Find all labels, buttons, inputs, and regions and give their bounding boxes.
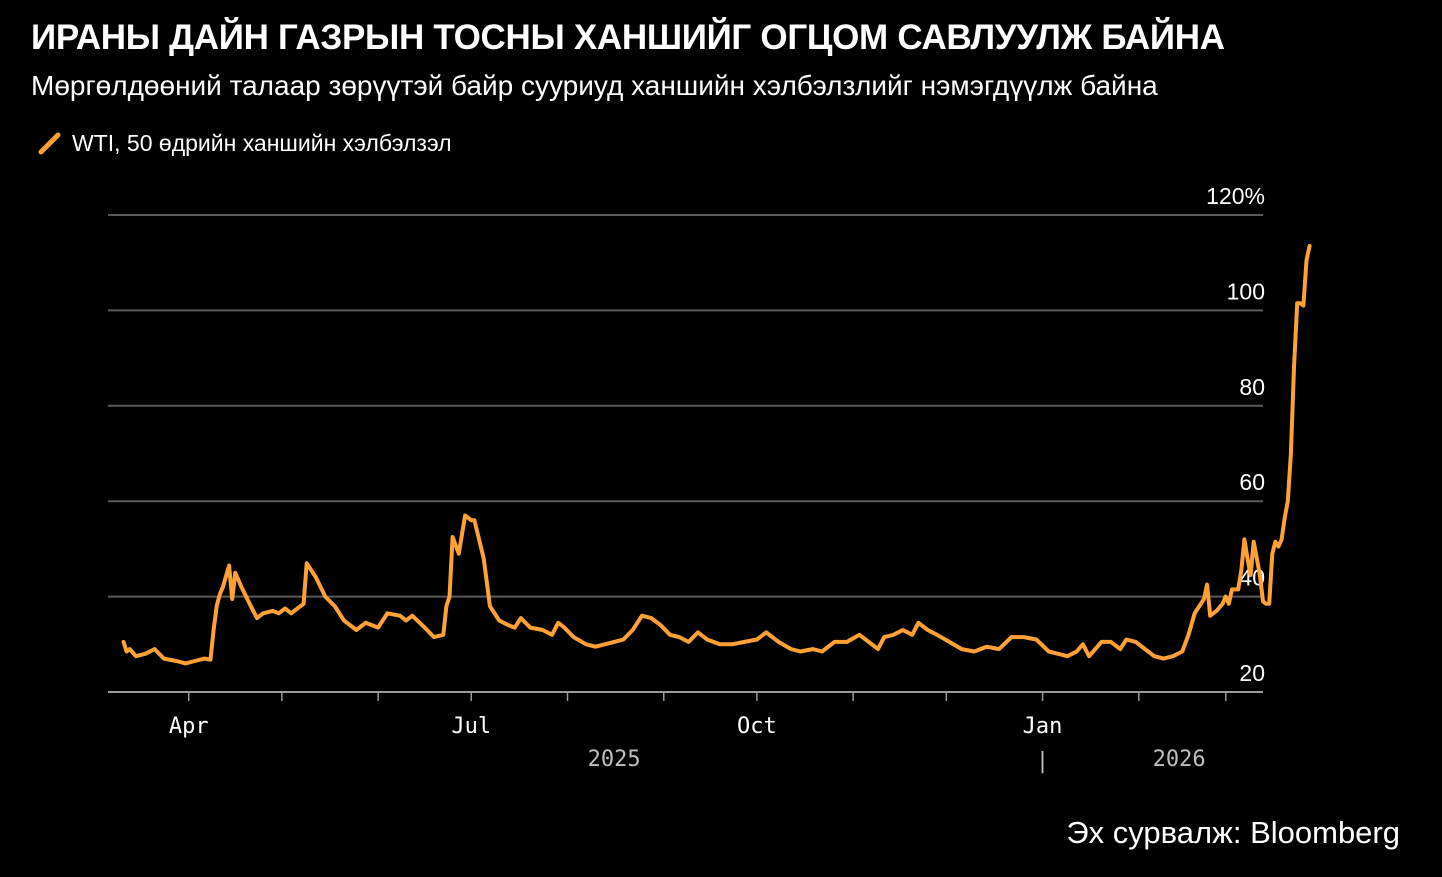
source-note: Эх сурвалж: Bloomberg <box>1066 815 1400 850</box>
chart-subtitle: Мөргөлдөөний талаар зөрүүтэй байр сууриу… <box>31 70 1158 101</box>
y-tick-label: 80 <box>1239 374 1265 400</box>
x-tick-label: Apr <box>169 714 209 739</box>
legend: WTI, 50 өдрийн ханшийн хэлбэлзэл <box>38 128 452 158</box>
y-tick-label: 20 <box>1239 660 1265 686</box>
x-tick-label: Oct <box>737 714 777 739</box>
legend-line-icon <box>38 132 61 155</box>
y-tick-label: 60 <box>1239 469 1265 495</box>
legend-label: WTI, 50 өдрийн ханшийн хэлбэлзэл <box>72 129 452 156</box>
x-tick-label: Jan <box>1023 714 1063 739</box>
y-tick-label: 100 <box>1227 278 1265 304</box>
y-tick-label: 120% <box>1206 183 1265 209</box>
chart-title: ИРАНЫ ДАЙН ГАЗРЫН ТОСНЫ ХАНШИЙГ ОГЦОМ СА… <box>31 18 1225 57</box>
x-year-label: 2025 <box>588 747 641 772</box>
x-tick-label: Jul <box>451 714 491 739</box>
x-year-label: 2026 <box>1153 747 1206 772</box>
year-separator: | <box>1036 749 1049 774</box>
series-line-wti <box>121 244 1312 666</box>
